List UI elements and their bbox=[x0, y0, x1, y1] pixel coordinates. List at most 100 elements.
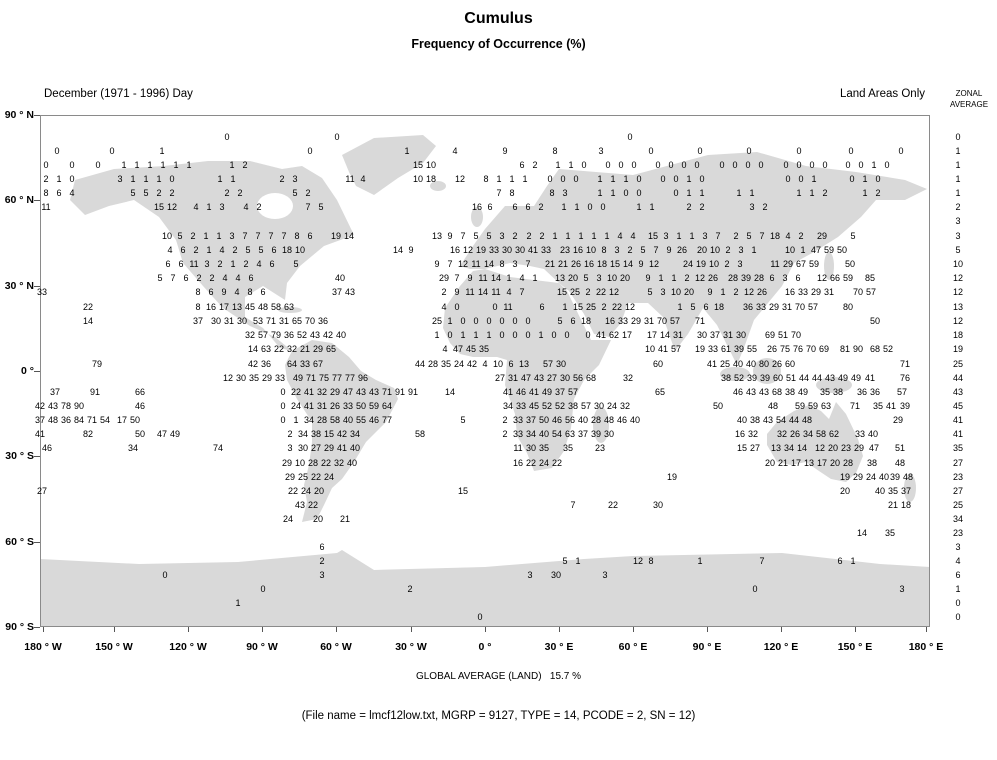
grid-value: 5 bbox=[245, 245, 251, 255]
grid-value: 2 bbox=[686, 202, 692, 212]
grid-value: 80 bbox=[842, 302, 854, 312]
lon-tick-mark bbox=[781, 627, 782, 632]
grid-value: 1 bbox=[293, 415, 299, 425]
grid-value: 3 bbox=[499, 231, 505, 241]
grid-value: 27 bbox=[749, 443, 761, 453]
grid-value: 1 bbox=[447, 316, 453, 326]
grid-value: 48 bbox=[902, 472, 914, 482]
grid-value: 1 bbox=[697, 556, 703, 566]
grid-value: 33 bbox=[540, 245, 552, 255]
grid-value: 2 bbox=[232, 245, 238, 255]
grid-value: 1 bbox=[568, 160, 574, 170]
grid-value: 6 bbox=[508, 359, 514, 369]
grid-value: 9 bbox=[447, 231, 453, 241]
grid-value: 71 bbox=[305, 373, 317, 383]
grid-value: 76 bbox=[899, 373, 911, 383]
grid-value: 45 bbox=[465, 344, 477, 354]
grid-value: 19 bbox=[475, 245, 487, 255]
grid-value: 8 bbox=[549, 188, 555, 198]
grid-value: 33 bbox=[854, 429, 866, 439]
grid-value: 21 bbox=[339, 514, 351, 524]
grid-value: 58 bbox=[270, 302, 282, 312]
grid-value: 20 bbox=[313, 486, 325, 496]
grid-value: 58 bbox=[815, 429, 827, 439]
grid-value: 57 bbox=[542, 359, 554, 369]
grid-value: 46 bbox=[134, 401, 146, 411]
grid-value: 1 bbox=[677, 302, 683, 312]
grid-value: 33 bbox=[299, 359, 311, 369]
grid-value: 2 bbox=[724, 259, 730, 269]
grid-value: 12 bbox=[814, 443, 826, 453]
grid-value: 4 bbox=[785, 231, 791, 241]
grid-value: 3 bbox=[660, 287, 666, 297]
grid-value: 3 bbox=[702, 231, 708, 241]
grid-value: 25 bbox=[569, 287, 581, 297]
grid-value: 49 bbox=[837, 373, 849, 383]
grid-value: 35 bbox=[562, 443, 574, 453]
lat-tick-label: 60 ° S bbox=[5, 536, 34, 548]
grid-value: 8 bbox=[601, 245, 607, 255]
grid-value: 57 bbox=[807, 302, 819, 312]
grid-value: 1 bbox=[147, 160, 153, 170]
grid-value: 18 bbox=[596, 259, 608, 269]
grid-value: 47 bbox=[520, 373, 532, 383]
grid-value: 7 bbox=[281, 231, 287, 241]
grid-value: 0 bbox=[623, 188, 629, 198]
lon-tick-label: 90 ° E bbox=[692, 641, 722, 653]
grid-value: 1 bbox=[676, 231, 682, 241]
grid-value: 2 bbox=[798, 231, 804, 241]
grid-value: 37 bbox=[331, 287, 343, 297]
grid-value: 60 bbox=[652, 359, 664, 369]
grid-value: 36 bbox=[283, 330, 295, 340]
island-madagascar bbox=[593, 407, 609, 443]
grid-value: 51 bbox=[894, 443, 906, 453]
grid-value: 33 bbox=[488, 245, 500, 255]
grid-value: 4 bbox=[235, 273, 241, 283]
grid-value: 11 bbox=[345, 174, 355, 184]
grid-value: 26 bbox=[707, 273, 719, 283]
grid-value: 30 bbox=[297, 443, 309, 453]
grid-value: 30 bbox=[514, 245, 526, 255]
grid-value: 7 bbox=[268, 231, 274, 241]
grid-value: 0 bbox=[587, 202, 593, 212]
grid-value: 1 bbox=[206, 202, 212, 212]
grid-value: 1 bbox=[862, 174, 868, 184]
grid-value: 1 bbox=[522, 174, 528, 184]
grid-value: 28 bbox=[727, 273, 739, 283]
grid-value: 46 bbox=[616, 415, 628, 425]
grid-value: 22 bbox=[307, 500, 319, 510]
lon-tick-mark bbox=[559, 627, 560, 632]
grid-value: 28 bbox=[753, 273, 765, 283]
grid-value: 8 bbox=[483, 174, 489, 184]
chart-title: Cumulus bbox=[464, 10, 533, 27]
grid-value: 35 bbox=[478, 344, 490, 354]
grid-value: 3 bbox=[738, 245, 744, 255]
grid-value: 41 bbox=[527, 245, 539, 255]
grid-value: 1 bbox=[235, 598, 241, 608]
grid-value: 23 bbox=[559, 245, 571, 255]
grid-value: 1 bbox=[506, 273, 512, 283]
grid-value: 0 bbox=[798, 174, 804, 184]
lon-tick-mark bbox=[633, 627, 634, 632]
grid-value: 5 bbox=[177, 231, 183, 241]
grid-value: 15 bbox=[736, 443, 748, 453]
island-new-zealand bbox=[904, 474, 916, 502]
grid-value: 43 bbox=[368, 387, 380, 397]
grid-value: 0 bbox=[783, 160, 789, 170]
grid-value: 0 bbox=[280, 387, 286, 397]
grid-value: 0 bbox=[512, 316, 518, 326]
grid-value: 33 bbox=[755, 302, 767, 312]
grid-value: 1 bbox=[532, 273, 538, 283]
grid-value: 71 bbox=[899, 359, 911, 369]
grid-value: 3 bbox=[219, 202, 225, 212]
grid-value: 14 bbox=[392, 245, 404, 255]
grid-value: 16 bbox=[572, 245, 584, 255]
grid-value: 3 bbox=[229, 231, 235, 241]
grid-value: 30 bbox=[550, 570, 562, 580]
grid-value: 44 bbox=[414, 359, 426, 369]
grid-value: 32 bbox=[622, 373, 634, 383]
grid-value: 1 bbox=[699, 188, 705, 198]
grid-value: 24 bbox=[606, 401, 618, 411]
grid-value: 0 bbox=[460, 316, 466, 326]
grid-value: 49 bbox=[850, 373, 862, 383]
